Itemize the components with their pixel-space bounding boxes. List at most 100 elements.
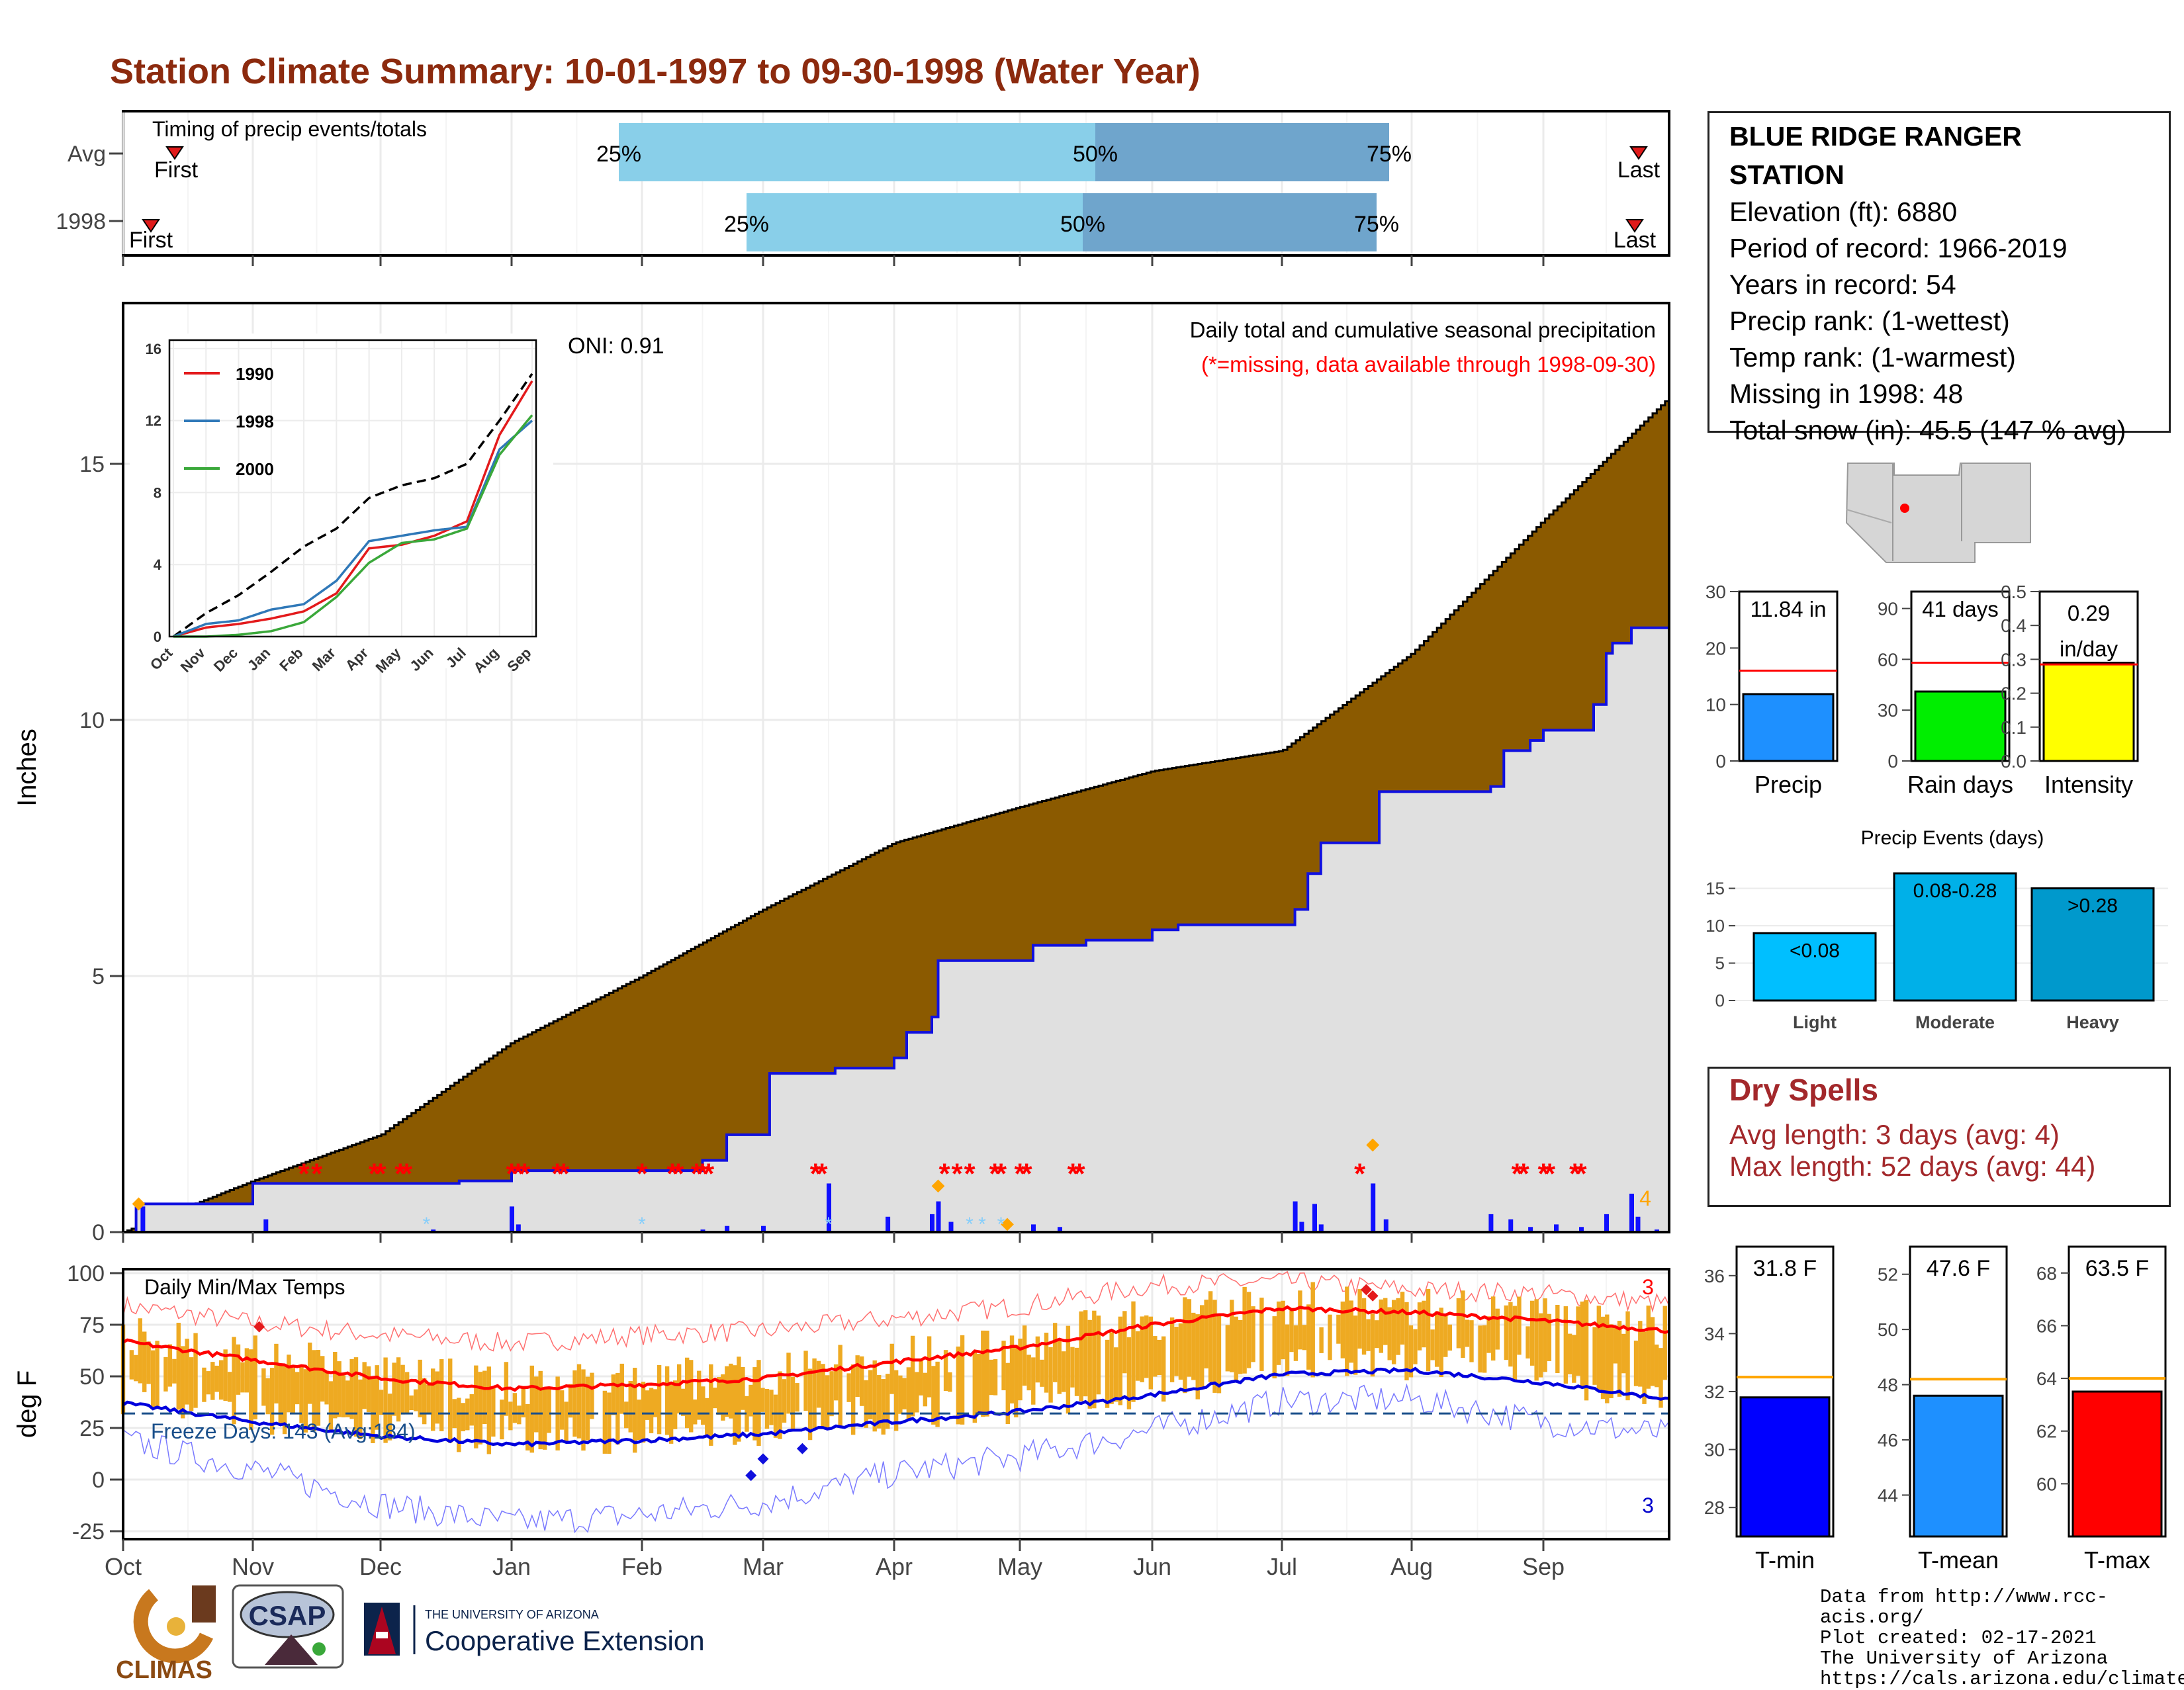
locator-map <box>1845 462 2032 564</box>
temp-bar <box>859 1356 864 1406</box>
inset-lines <box>172 373 533 638</box>
temp-bar <box>628 1381 633 1433</box>
temp-bar <box>261 1368 266 1406</box>
missing-marker: * <box>394 1157 406 1190</box>
missing-marker: * <box>1014 1157 1026 1190</box>
station-name-line1: BLUE RIDGE RANGER <box>1729 121 2022 152</box>
temp-bar <box>927 1336 932 1398</box>
cumulative-1998-area <box>123 625 1669 1232</box>
credit-line-1: Data from http://www.rcc-acis.org/ <box>1820 1586 2109 1628</box>
temp-bar <box>645 1390 650 1420</box>
precip-bar <box>1508 1219 1514 1232</box>
temp-bar <box>457 1398 461 1452</box>
record-max-line <box>122 1270 1670 1352</box>
missing-marker: * <box>636 1157 648 1190</box>
logo-csap: CSAP <box>232 1584 344 1669</box>
first-marker-1998 <box>142 219 160 233</box>
temp-bar <box>328 1381 334 1430</box>
month-label-feb: Feb <box>621 1553 662 1580</box>
temp-bar <box>491 1387 496 1437</box>
precip-bar <box>1031 1224 1036 1232</box>
temp-bar <box>689 1360 694 1433</box>
summary-value: 0.29 <box>2068 601 2110 625</box>
temp-bar <box>1345 1286 1349 1376</box>
temp-bar <box>529 1365 534 1453</box>
station-dot <box>1900 504 1909 513</box>
temp-bar <box>1298 1290 1302 1350</box>
record-count-label: 4 <box>1639 1186 1651 1210</box>
temp-bar <box>206 1371 211 1395</box>
temp-bar <box>816 1360 821 1408</box>
tsum-name: T-mean <box>1918 1546 1999 1574</box>
temp-bar <box>721 1374 725 1421</box>
temp-bar <box>1140 1316 1144 1382</box>
summary-value-unit: in/day <box>2060 637 2118 661</box>
missing-marker: * <box>1512 1157 1524 1190</box>
temp-bar <box>274 1343 279 1403</box>
missing-marker: * <box>1537 1157 1549 1190</box>
temp-ytick: 25 <box>79 1416 105 1441</box>
record-marker <box>1366 1138 1380 1152</box>
temp-bar <box>855 1355 860 1398</box>
last-marker-1998 <box>1625 219 1644 233</box>
temp-bar <box>1212 1300 1217 1393</box>
temp-bar <box>1659 1348 1663 1408</box>
temp-bar <box>889 1343 894 1394</box>
month-label-jul: Jul <box>1267 1553 1297 1580</box>
tsum-tick-label: 68 <box>2036 1263 2057 1284</box>
precip-ytick: 5 <box>92 964 105 989</box>
temp-bar <box>782 1379 787 1423</box>
temp-bar <box>469 1394 474 1426</box>
inset-legend: 1990 1998 2000 <box>184 364 274 479</box>
temp-bar <box>1259 1298 1264 1371</box>
inset-ytick: 12 <box>146 413 161 429</box>
temp-bar <box>902 1378 907 1409</box>
precip-bar <box>936 1201 941 1232</box>
temp-bar <box>1379 1299 1384 1353</box>
temp-bar <box>981 1330 985 1417</box>
temp-bar <box>1009 1335 1015 1403</box>
precip-bar <box>886 1216 891 1232</box>
events-category: Light <box>1793 1012 1837 1032</box>
missing-marker: * <box>551 1157 563 1190</box>
temp-bar <box>1306 1304 1311 1370</box>
temp-bar <box>1353 1315 1358 1375</box>
summary-tick-label: 30 <box>1878 700 1898 721</box>
credit-line-3: The University of Arizona <box>1820 1648 2109 1669</box>
events-bar-heavy <box>2030 887 2155 1002</box>
temp-bar <box>1187 1299 1192 1377</box>
temp-bar <box>1349 1300 1353 1363</box>
tsum-bar <box>1913 1394 2004 1538</box>
temp-bar <box>265 1378 270 1415</box>
summary-tick-label: 0 <box>1715 751 1726 772</box>
temp-bar <box>693 1399 698 1425</box>
average-max-line <box>122 1305 1670 1392</box>
temp-bar <box>1216 1315 1222 1394</box>
summary-tick-label: 30 <box>1706 582 1726 602</box>
missing-marker: * <box>519 1157 531 1190</box>
temp-bar <box>1096 1315 1101 1395</box>
temp-bar <box>585 1376 590 1441</box>
temp-bar <box>607 1392 612 1454</box>
precip-note: Daily total and cumulative seasonal prec… <box>1190 318 1656 342</box>
temp-bar <box>773 1394 778 1438</box>
summary-intensity: 0.0 0.1 0.2 0.3 0.4 0.5 0.29 in/day Intensity <box>2001 582 2139 798</box>
temp-bar <box>1083 1310 1088 1397</box>
temp-bar <box>227 1372 232 1402</box>
temp-bar <box>202 1367 206 1402</box>
inset-ytick: 16 <box>146 341 161 357</box>
temp-bar <box>193 1333 198 1408</box>
temp-bar <box>1087 1319 1092 1409</box>
ua-big-text: Cooperative Extension <box>425 1625 705 1656</box>
record-low-count: 3 <box>1642 1493 1654 1517</box>
temp-bar <box>1040 1359 1044 1387</box>
temp-bar <box>482 1370 487 1424</box>
temp-bar <box>236 1344 241 1395</box>
temp-bar <box>269 1368 275 1435</box>
temp-bar <box>1357 1289 1362 1349</box>
precip-bar <box>930 1214 934 1232</box>
temp-bar <box>337 1361 341 1417</box>
temp-bar <box>320 1356 325 1402</box>
temp-bar <box>1617 1321 1622 1397</box>
temp-bar <box>387 1394 392 1441</box>
